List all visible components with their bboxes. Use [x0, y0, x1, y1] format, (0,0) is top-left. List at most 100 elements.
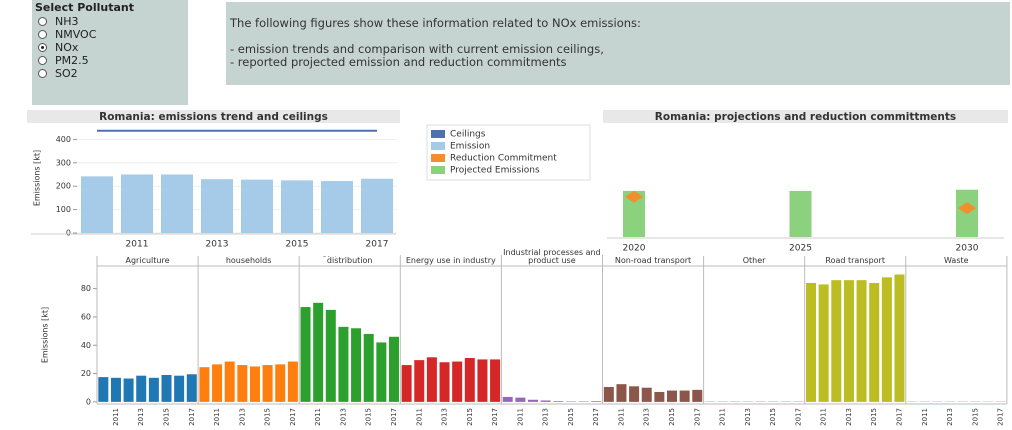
bar [527, 399, 538, 402]
bar [123, 378, 134, 402]
radio-option[interactable]: NH3 [32, 15, 188, 28]
bar [667, 390, 678, 402]
bar [110, 377, 121, 402]
radio-option[interactable]: NMVOC [32, 28, 188, 41]
bar [338, 326, 349, 402]
x-tick-label: 2017 [895, 408, 903, 426]
info-item: - emission trends and comparison with cu… [230, 42, 604, 56]
radio-option[interactable]: PM2.5 [32, 54, 188, 67]
bar [881, 277, 892, 402]
bar [616, 384, 627, 402]
x-tick-label: 2011 [314, 408, 322, 426]
radio-button[interactable] [38, 43, 47, 52]
radio-button[interactable] [38, 17, 47, 26]
radio-label[interactable]: NOx [55, 41, 79, 54]
panel-title: Energy production and distribution [304, 248, 396, 265]
x-tick-label: 2011 [112, 408, 120, 426]
bar [477, 359, 488, 402]
x-tick-label: 2013 [542, 408, 550, 426]
x-tick-label: 2015 [264, 408, 272, 426]
radio-option[interactable]: NOx [32, 41, 188, 54]
x-tick-label: 2017 [592, 408, 600, 426]
bar [806, 282, 817, 402]
x-tick-label: 2015 [163, 408, 171, 426]
bar [136, 375, 147, 402]
bar [313, 302, 324, 402]
x-tick-label: 2017 [794, 408, 802, 426]
bar [452, 361, 463, 402]
x-tick-label: 2013 [137, 408, 145, 426]
bar [148, 377, 159, 402]
x-tick-label: 2017 [997, 408, 1005, 426]
bar [363, 333, 374, 402]
info-panel: The following figures show these informa… [226, 2, 1010, 85]
bar [388, 336, 399, 402]
x-tick-label: 2011 [820, 408, 828, 426]
radio-label[interactable]: PM2.5 [55, 54, 89, 67]
x-tick-label: 2015 [971, 408, 979, 426]
x-tick-label: 2017 [188, 408, 196, 426]
bar [275, 364, 286, 402]
selector-title: Select Pollutant [35, 1, 134, 14]
x-tick-label: 2011 [213, 408, 221, 426]
x-tick-label: 2011 [415, 408, 423, 426]
bar [553, 401, 564, 402]
info-heading: The following figures show these informa… [230, 16, 641, 30]
x-tick-label: 2013 [946, 408, 954, 426]
x-tick-label: 2013 [238, 408, 246, 426]
bar [629, 386, 640, 402]
bar [262, 365, 273, 402]
bar [818, 284, 829, 402]
bar [401, 365, 412, 402]
bar [414, 360, 425, 402]
y-tick-label: 80 [81, 284, 91, 293]
x-tick-label: 2011 [516, 408, 524, 426]
bar [325, 309, 336, 402]
bar [249, 366, 260, 402]
bar [641, 387, 652, 402]
radio-button[interactable] [38, 69, 47, 78]
x-tick-label: 2015 [668, 408, 676, 426]
x-tick-label: 2017 [693, 408, 701, 426]
options: NH3 NMVOC NOx PM2.5 SO2 [32, 15, 188, 80]
bar [439, 362, 450, 402]
x-tick-label: 2013 [744, 408, 752, 426]
radio-label[interactable]: NMVOC [55, 28, 97, 41]
pollutant-selector: Select Pollutant NH3 NMVOC NOx PM2.5 SO2 [32, 0, 188, 105]
bar [591, 401, 602, 402]
x-tick-label: 2015 [365, 408, 373, 426]
radio-button[interactable] [38, 56, 47, 65]
bar [869, 282, 880, 402]
bar [692, 389, 703, 402]
radio-option[interactable]: SO2 [32, 67, 188, 80]
y-tick-label: 20 [81, 369, 91, 378]
radio-button[interactable] [38, 30, 47, 39]
x-tick-label: 2017 [491, 408, 499, 426]
panel-title: Non-road transport [614, 256, 692, 265]
bar [300, 307, 311, 402]
bar [98, 377, 109, 402]
bar [831, 280, 842, 402]
bar [376, 342, 387, 402]
panel-title: Industrial processes and product use [503, 248, 601, 265]
panel-title: Commercial, institutional and households [216, 240, 282, 265]
x-tick-label: 2015 [870, 408, 878, 426]
bar [603, 387, 614, 402]
panel-title: Agriculture [125, 256, 170, 265]
panel-title: Other [742, 256, 766, 265]
radio-label[interactable]: SO2 [55, 67, 78, 80]
y-tick-label: 40 [81, 341, 91, 350]
bar [843, 280, 854, 402]
bar [199, 367, 210, 402]
bar [224, 361, 235, 402]
x-tick-label: 2013 [845, 408, 853, 426]
y-tick-label: 0 [86, 397, 91, 406]
x-tick-label: 2015 [567, 408, 575, 426]
y-axis-label: Emissions [kt] [41, 307, 50, 363]
info-item: - reported projected emission and reduct… [230, 55, 567, 69]
bar [351, 328, 362, 402]
bar [174, 375, 185, 402]
radio-label[interactable]: NH3 [55, 15, 79, 28]
